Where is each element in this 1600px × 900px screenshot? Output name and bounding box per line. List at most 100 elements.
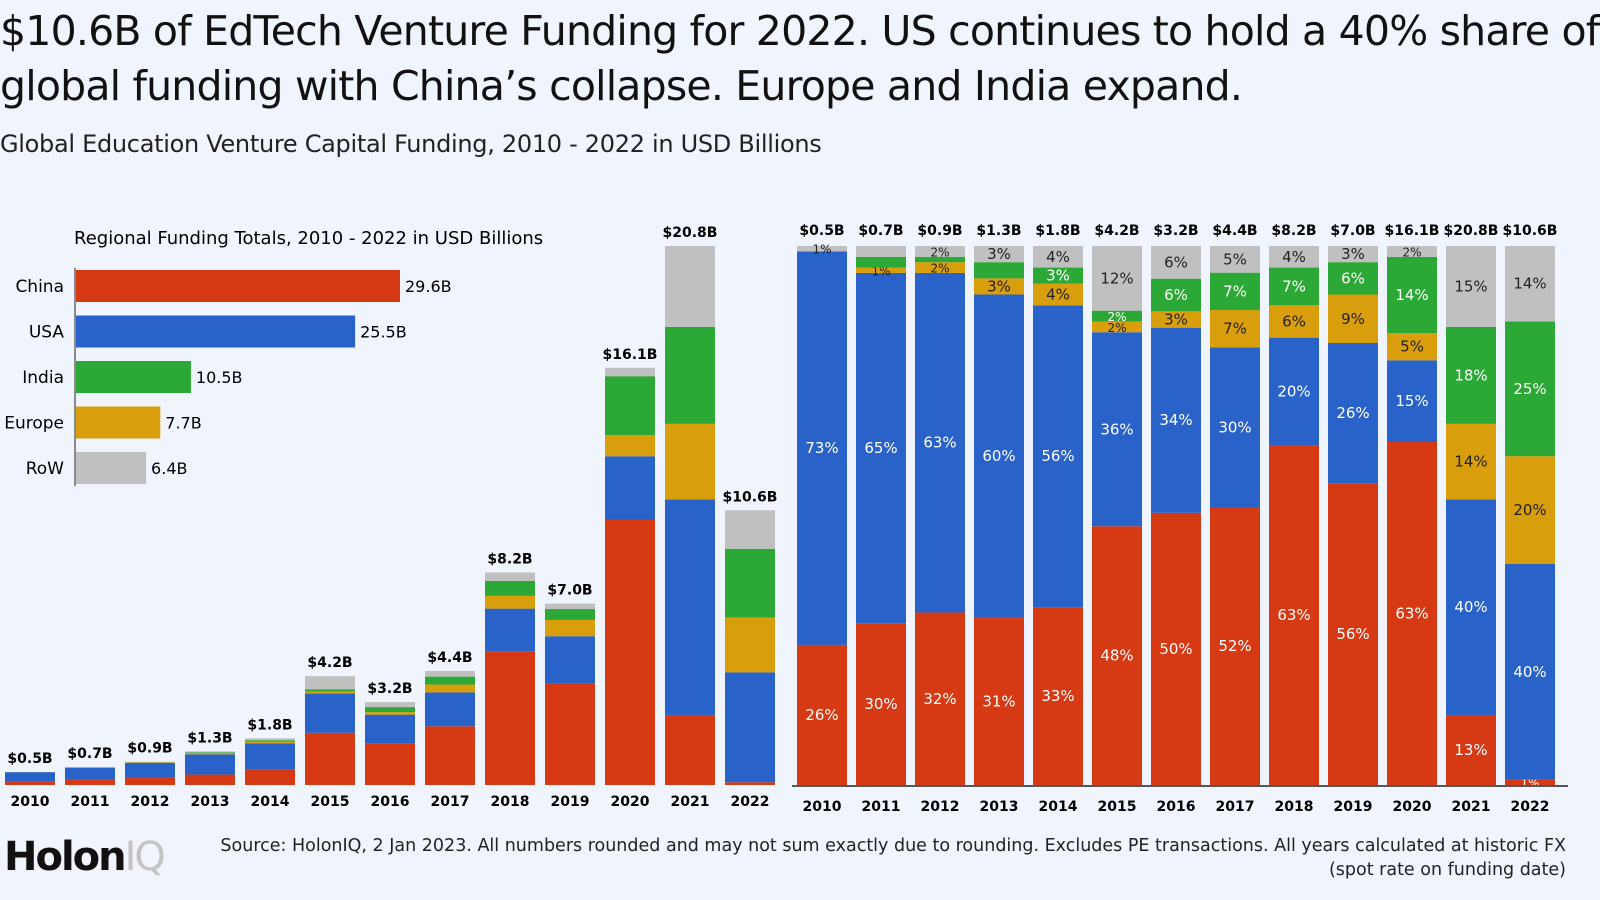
share-bar-europe-2014 xyxy=(1033,283,1083,306)
share-x-tick-2015: 2015 xyxy=(1098,799,1137,815)
share-bar-india-2014 xyxy=(1033,267,1083,284)
share-bar-india-2012 xyxy=(915,256,965,263)
share-bar-row-2012 xyxy=(915,246,965,257)
share-bar-europe-2015 xyxy=(1092,321,1142,333)
share-bar-row-2018 xyxy=(1269,246,1319,268)
share-bar-china-2015 xyxy=(1092,526,1142,785)
share-label-usa-2014: 56% xyxy=(1041,447,1074,465)
share-label-china-2021: 13% xyxy=(1454,741,1487,759)
share-label-india-2018: 7% xyxy=(1282,277,1306,295)
bar-europe-2015 xyxy=(305,691,355,694)
x-tick-2010: 2010 xyxy=(11,794,50,810)
x-tick-2017: 2017 xyxy=(431,794,470,810)
share-bar-row-2017 xyxy=(1210,246,1260,273)
share-bar-india-2020 xyxy=(1387,256,1437,334)
share-label-row-2015: 12% xyxy=(1100,269,1133,287)
share-bar-usa-2012 xyxy=(915,272,965,613)
share-bar-usa-2021 xyxy=(1446,499,1496,715)
bar-china-2011 xyxy=(65,779,115,785)
total-label-2014: $1.8B xyxy=(247,717,292,733)
bar-india-2013 xyxy=(185,752,235,754)
share-bar-china-2011 xyxy=(856,623,906,785)
share-bar-europe-2020 xyxy=(1387,333,1437,361)
share-total-label-2014: $1.8B xyxy=(1035,223,1080,239)
bar-china-2022 xyxy=(725,782,775,785)
share-label-india-2017: 7% xyxy=(1223,282,1247,300)
bar-usa-2016 xyxy=(365,714,415,744)
bar-usa-2014 xyxy=(245,743,295,770)
bar-row-2016 xyxy=(365,702,415,708)
share-bar-china-2022 xyxy=(1505,779,1555,785)
share-x-tick-2016: 2016 xyxy=(1157,799,1196,815)
share-label-india-2014: 3% xyxy=(1046,267,1070,285)
total-label-2015: $4.2B xyxy=(307,655,352,671)
share-bar-europe-2017 xyxy=(1210,310,1260,348)
x-tick-2020: 2020 xyxy=(611,794,650,810)
share-label-usa-2020: 15% xyxy=(1395,392,1428,410)
bar-europe-2021 xyxy=(665,423,715,500)
bar-usa-2021 xyxy=(665,499,715,715)
bar-usa-2011 xyxy=(65,767,115,780)
share-label-india-2020: 14% xyxy=(1395,286,1428,304)
share-bar-china-2014 xyxy=(1033,607,1083,785)
share-bar-europe-2022 xyxy=(1505,456,1555,565)
share-label-china-2022: 1% xyxy=(1520,776,1539,790)
share-bar-usa-2022 xyxy=(1505,564,1555,780)
total-label-2022: $10.6B xyxy=(723,489,778,505)
bar-usa-2010 xyxy=(5,772,55,782)
share-label-europe-2017: 7% xyxy=(1223,320,1247,338)
bar-row-2021 xyxy=(665,246,715,327)
share-x-tick-2014: 2014 xyxy=(1039,799,1078,815)
bar-india-2022 xyxy=(725,548,775,618)
share-label-europe-2014: 4% xyxy=(1046,286,1070,304)
share-bar-europe-2019 xyxy=(1328,294,1378,344)
bar-europe-2022 xyxy=(725,617,775,673)
share-label-usa-2019: 26% xyxy=(1336,404,1369,422)
share-label-usa-2021: 40% xyxy=(1454,598,1487,616)
share-bar-row-2015 xyxy=(1092,246,1142,311)
x-tick-2015: 2015 xyxy=(311,794,350,810)
bar-row-2015 xyxy=(305,676,355,690)
bar-india-2019 xyxy=(545,609,595,620)
bar-china-2019 xyxy=(545,683,595,785)
source-note: Source: HolonIQ, 2 Jan 2023. All numbers… xyxy=(220,836,1566,880)
share-total-label-2018: $8.2B xyxy=(1271,223,1316,239)
inset-bar-usa xyxy=(76,315,356,348)
x-tick-2014: 2014 xyxy=(251,794,290,810)
bar-row-2019 xyxy=(545,603,595,610)
total-label-2021: $20.8B xyxy=(663,225,718,241)
share-label-china-2014: 33% xyxy=(1041,687,1074,705)
share-bar-china-2017 xyxy=(1210,507,1260,785)
share-bar-row-2016 xyxy=(1151,246,1201,279)
share-label-europe-2021: 14% xyxy=(1454,453,1487,471)
share-x-tick-2011: 2011 xyxy=(862,799,901,815)
bar-europe-2016 xyxy=(365,712,415,715)
inset-category-row: RoW xyxy=(26,459,64,479)
bar-usa-2018 xyxy=(485,608,535,652)
bar-china-2021 xyxy=(665,714,715,785)
share-total-label-2012: $0.9B xyxy=(917,223,962,239)
share-label-usa-2011: 65% xyxy=(864,439,897,457)
total-label-2018: $8.2B xyxy=(487,552,532,568)
bar-europe-2019 xyxy=(545,619,595,637)
share-label-india-2016: 6% xyxy=(1164,286,1188,304)
x-tick-2022: 2022 xyxy=(731,794,770,810)
share-bar-row-2022 xyxy=(1505,246,1555,322)
share-label-europe-2018: 6% xyxy=(1282,312,1306,330)
bar-china-2016 xyxy=(365,743,415,785)
total-label-2012: $0.9B xyxy=(127,741,172,757)
share-bar-china-2021 xyxy=(1446,714,1496,785)
bar-usa-2019 xyxy=(545,636,595,684)
share-bar-row-2011 xyxy=(856,246,906,257)
share-label-china-2010: 26% xyxy=(805,706,838,724)
share-bar-india-2015 xyxy=(1092,310,1142,322)
share-bar-china-2016 xyxy=(1151,512,1201,785)
share-bar-europe-2016 xyxy=(1151,311,1201,328)
share-label-row-2022: 14% xyxy=(1513,275,1546,293)
share-label-china-2011: 30% xyxy=(864,695,897,713)
share-x-tick-2022: 2022 xyxy=(1511,799,1550,815)
bar-china-2010 xyxy=(5,781,55,785)
share-label-row-2013: 3% xyxy=(987,245,1011,263)
share-label-europe-2015: 2% xyxy=(1107,321,1126,335)
share-bar-row-2013 xyxy=(974,246,1024,263)
